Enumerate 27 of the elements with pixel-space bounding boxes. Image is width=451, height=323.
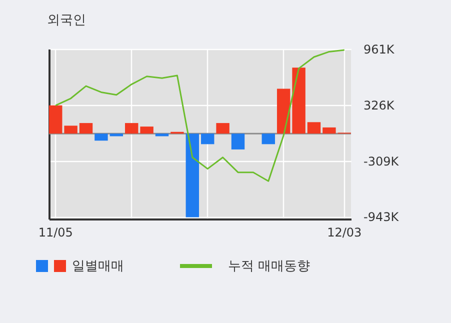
y-tick-label: 326K [364,98,396,112]
line-series [54,49,346,182]
y-tick-label: -309K [364,154,400,168]
bar [216,123,230,134]
bar [292,68,306,134]
y-tick-label: -943K [364,210,400,224]
bar [79,123,93,134]
bar [124,123,138,134]
bar [155,134,169,136]
chart-title: 외국인 [47,13,86,28]
bar [276,88,290,134]
legend-label: 누적 매매동향 [228,258,310,275]
bar [64,126,78,134]
bar [307,122,321,134]
bar [322,127,336,134]
y-tick-label: 961K [364,42,396,56]
bar [186,134,200,218]
legend-label: 일별매매 [72,258,124,275]
x-tick-label: 12/03 [327,226,362,240]
bar [110,134,124,136]
bar [94,134,108,141]
x-tick-label: 11/05 [38,226,73,240]
bar [231,134,245,150]
bar [262,134,276,144]
bar [200,134,214,144]
bar [140,126,154,134]
bar [49,105,62,134]
